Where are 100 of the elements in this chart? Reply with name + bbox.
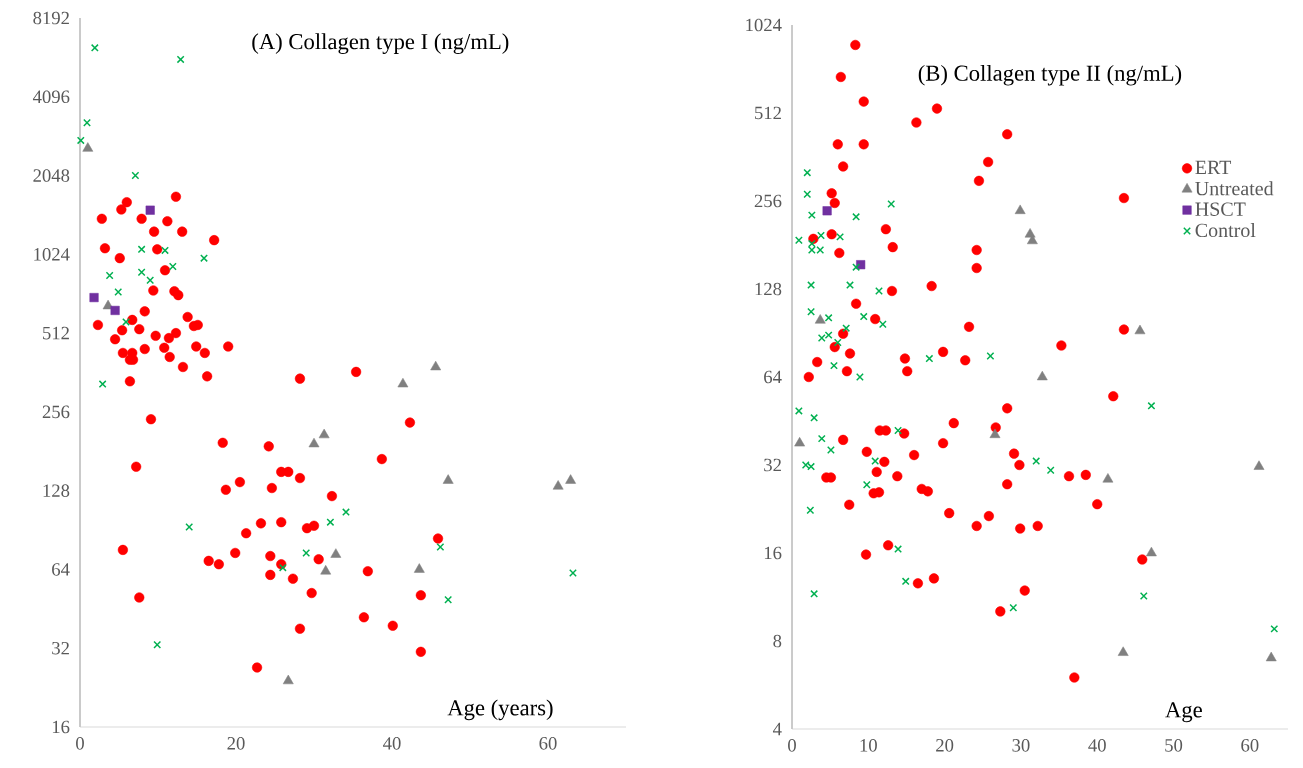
point xyxy=(887,200,896,208)
y-tick-label: 64 xyxy=(764,370,782,384)
point xyxy=(846,281,854,290)
x-tick-label: 10 xyxy=(860,739,877,752)
point xyxy=(137,245,146,254)
point xyxy=(1014,204,1026,214)
x-tick-label: 40 xyxy=(383,737,401,750)
point xyxy=(82,142,94,152)
point xyxy=(1253,460,1265,470)
point xyxy=(855,373,864,381)
point xyxy=(807,281,816,290)
point xyxy=(810,413,819,422)
point xyxy=(76,136,85,145)
point xyxy=(830,361,838,370)
point xyxy=(302,548,311,557)
point xyxy=(342,508,350,517)
point xyxy=(817,434,826,443)
point xyxy=(569,569,577,577)
point xyxy=(817,231,825,240)
y-tick-label: 256 xyxy=(754,194,782,208)
point xyxy=(90,43,99,52)
y-tick-label: 1024 xyxy=(746,18,782,32)
point xyxy=(1270,624,1279,633)
point xyxy=(137,268,146,277)
point xyxy=(822,206,832,216)
point xyxy=(810,589,819,598)
x-tick-label: 0 xyxy=(788,739,796,752)
point xyxy=(1134,324,1146,335)
point xyxy=(794,437,805,447)
point xyxy=(153,640,162,649)
point xyxy=(320,565,332,575)
point xyxy=(806,506,815,515)
point xyxy=(794,236,803,245)
point xyxy=(1009,603,1018,612)
x-tick-label: 30 xyxy=(1012,739,1030,752)
legend-label: ERT xyxy=(1195,160,1232,174)
point xyxy=(83,118,91,127)
point xyxy=(318,428,330,439)
point xyxy=(161,246,169,255)
x-tick-label: 50 xyxy=(1165,739,1183,752)
point xyxy=(436,543,445,551)
point xyxy=(803,190,812,199)
point xyxy=(836,232,845,241)
point xyxy=(131,171,140,180)
point xyxy=(442,474,454,484)
point xyxy=(326,518,335,527)
point xyxy=(552,480,564,490)
point xyxy=(413,563,425,573)
point xyxy=(875,287,883,295)
point xyxy=(807,211,816,220)
point xyxy=(397,377,409,388)
point xyxy=(824,313,833,322)
x-tick-label: 20 xyxy=(936,739,954,752)
y-tick-label: 4096 xyxy=(32,90,70,104)
y-tick-label: 16 xyxy=(764,546,782,560)
y-tick-label: 512 xyxy=(43,326,69,340)
point xyxy=(430,360,442,371)
point xyxy=(176,55,185,64)
point xyxy=(1146,546,1157,557)
point xyxy=(1032,457,1041,466)
point xyxy=(185,523,194,531)
y-tick-label: 128 xyxy=(43,484,70,497)
point xyxy=(814,314,826,324)
y-tick-label: 32 xyxy=(764,458,781,472)
y-tick-label: 8192 xyxy=(33,11,69,25)
point xyxy=(852,212,861,221)
point xyxy=(1102,473,1114,483)
text: (A) Collagen type I (ng/mL) xyxy=(252,33,509,54)
point xyxy=(1139,592,1148,600)
point xyxy=(114,288,123,296)
y-tick-label: 128 xyxy=(755,282,782,296)
point xyxy=(282,674,294,685)
y-tick-label: 256 xyxy=(42,405,70,419)
point xyxy=(89,293,99,303)
y-tick-label: 4 xyxy=(772,722,782,736)
point xyxy=(1147,401,1156,410)
point xyxy=(105,271,114,280)
x-tick-label: 20 xyxy=(227,737,245,750)
x-axis-title: Age xyxy=(1165,702,1202,723)
point xyxy=(330,548,342,558)
y-tick-label: 32 xyxy=(52,641,69,655)
point xyxy=(986,352,995,360)
y-tick-label: 8 xyxy=(773,634,782,648)
point xyxy=(200,254,208,263)
point xyxy=(308,437,320,448)
point xyxy=(803,168,812,177)
legend-label: Control xyxy=(1195,223,1256,238)
x-tick-label: 0 xyxy=(76,737,84,750)
point xyxy=(1117,646,1129,656)
point xyxy=(862,480,871,489)
point xyxy=(1046,466,1055,475)
y-tick-label: 512 xyxy=(755,106,781,120)
point xyxy=(859,312,868,321)
point xyxy=(925,354,934,363)
x-tick-label: 60 xyxy=(539,737,557,750)
point xyxy=(278,563,287,572)
y-tick-label: 64 xyxy=(52,563,70,576)
point xyxy=(145,205,155,215)
y-tick-label: 2048 xyxy=(33,169,70,182)
point xyxy=(807,307,816,316)
